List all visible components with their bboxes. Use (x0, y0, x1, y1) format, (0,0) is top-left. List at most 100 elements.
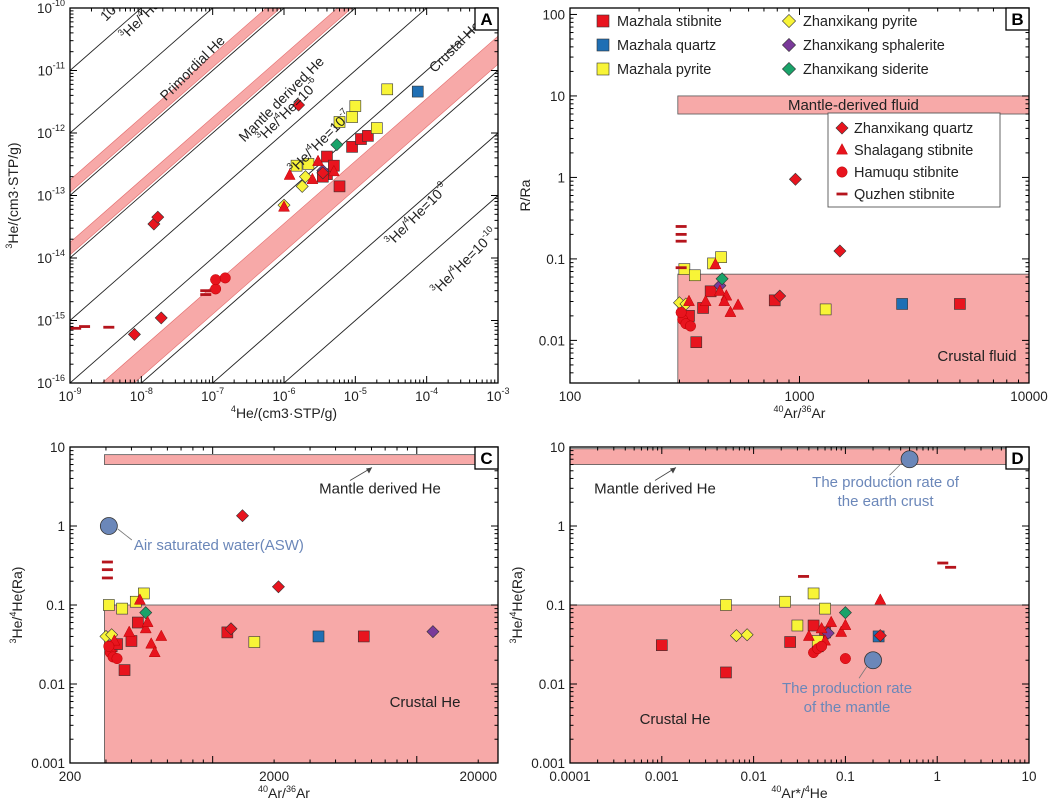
y-tick-label: 1 (557, 170, 565, 185)
y-tick-label: 10-16 (37, 373, 65, 391)
point-shalagang-stibnite (278, 200, 290, 212)
point-zhanxikang-siderite (715, 272, 729, 286)
x-tick-label: 10-3 (486, 386, 509, 404)
point-shalagang-stibnite (312, 154, 324, 166)
point-shalagang-stibnite (283, 168, 296, 180)
region-crustal-he (104, 604, 498, 763)
band-primordial-he (70, 8, 281, 193)
panel-label-text: D (1011, 449, 1023, 468)
point-quzhen-stibnite (79, 325, 91, 328)
production-rate-label: The production rate (782, 680, 912, 697)
point-shalagang-stibnite (155, 629, 168, 641)
legend-marker-zhanxikang-sphalerite (781, 37, 797, 53)
point-shalagang-stibnite (713, 284, 726, 296)
legend-label: Mazhala quartz (617, 38, 716, 54)
point-shalagang-stibnite (327, 164, 340, 177)
point-zhanxikang-pyrite (295, 179, 309, 193)
panel-label: A (474, 7, 499, 31)
legend-marker-shalagang-stibnite (836, 143, 848, 155)
region-label-mantle: Mantle-derived fluid (788, 97, 919, 114)
point-zhanxikang-pyrite (298, 170, 312, 184)
production-rate-leader (858, 665, 868, 679)
point-zhanxikang-pyrite (740, 628, 754, 642)
point-shalagang-stibnite (699, 294, 712, 306)
region-label-crustal: Crustal fluid (937, 348, 1016, 365)
x-tick-label: 10-9 (58, 386, 81, 404)
panel-label-text: A (480, 10, 492, 29)
y-tick-label: 0.001 (531, 756, 565, 771)
point-mazhala-stibnite (655, 639, 668, 651)
point-mazhala-pyrite (720, 599, 732, 611)
asw-label: Air saturated water(ASW) (134, 537, 304, 554)
legend-label: Mazhala stibnite (617, 14, 722, 30)
point-shalagang-stibnite (709, 257, 722, 270)
point-shalagang-stibnite (825, 615, 838, 627)
x-axis-title: 40Ar/36Ar (258, 784, 310, 801)
production-rate-marker (900, 450, 919, 469)
point-shalagang-stibnite (148, 645, 161, 657)
point-quzhen-stibnite (937, 561, 949, 565)
y-tick-label: 0.1 (46, 598, 65, 613)
point-shalagang-stibnite (815, 621, 828, 634)
panel-c: Mantle derived He Crustal He Air saturated… (8, 440, 499, 801)
production-rate-marker (864, 651, 882, 670)
region-label-mantle: Mantle derived He (594, 481, 716, 498)
point-zhanxikang-quartz (127, 327, 141, 341)
production-rate-label: The production rate of (812, 474, 960, 491)
ratio-annotation: Primordial He (157, 32, 228, 103)
y-tick-label: 0.01 (539, 333, 565, 348)
region-mantle-derived-he (104, 454, 498, 465)
point-hamuqu-stibnite (210, 274, 222, 286)
point-quzhen-stibnite (200, 293, 212, 296)
y-tick-label: 10 (550, 440, 565, 455)
x-tick-label: 1 (933, 769, 941, 784)
y-tick-label: 10 (50, 440, 65, 455)
point-hamuqu-stibnite (219, 272, 231, 284)
x-tick-label: 10 (1021, 769, 1036, 784)
point-hamuqu-stibnite (839, 653, 851, 665)
x-tick-label: 0.1 (836, 769, 855, 784)
ratio-annotation: 10-2 (95, 0, 124, 24)
point-mazhala-pyrite (349, 100, 362, 112)
y-tick-label: 0.1 (546, 252, 565, 267)
point-mazhala-pyrite (290, 159, 303, 172)
point-zhanxikang-quartz (151, 210, 165, 224)
band-crustal-he (101, 35, 498, 383)
point-zhanxikang-quartz (773, 289, 787, 303)
asw-leader (117, 528, 133, 541)
point-mazhala-pyrite (333, 116, 346, 128)
point-shalagang-stibnite (835, 625, 848, 637)
region-label-crustal: Crustal He (640, 711, 711, 728)
x-tick-label: 200 (59, 769, 82, 784)
point-mazhala-pyrite (248, 636, 261, 648)
legend-label: Zhanxikang sphalerite (803, 38, 945, 54)
point-mazhala-stibnite (333, 180, 346, 193)
point-mazhala-stibnite (357, 630, 370, 643)
point-mazhala-quartz (411, 85, 424, 98)
legend-marker-zhanxikang-quartz (835, 121, 849, 135)
legend-label: Zhanxikang quartz (854, 121, 973, 137)
x-tick-label: 2000 (259, 769, 289, 784)
plot-frame (69, 446, 499, 764)
point-quzhen-stibnite (798, 575, 810, 578)
x-tick-label: 20000 (459, 769, 497, 784)
ratio-line (70, 8, 428, 321)
point-zhanxikang-sphalerite (426, 625, 440, 639)
point-shalagang-stibnite (139, 621, 152, 634)
panel-label-box (474, 7, 499, 31)
point-zhanxikang-quartz (271, 580, 285, 594)
point-zhanxikang-siderite (330, 138, 344, 152)
legend-label: Mazhala pyrite (617, 62, 711, 78)
point-mazhala-pyrite (381, 83, 394, 96)
x-tick-label: 10-5 (344, 386, 367, 404)
point-hamuqu-stibnite (675, 307, 687, 318)
point-mazhala-stibnite (954, 298, 966, 310)
point-mazhala-quartz (896, 298, 908, 310)
point-mazhala-pyrite (819, 303, 832, 316)
point-mazhala-stibnite (807, 619, 820, 632)
band-mantle-derived-he (70, 8, 353, 256)
legend-marker-mazhala-quartz (596, 38, 610, 52)
point-quzhen-stibnite (101, 560, 113, 564)
point-zhanxikang-quartz (833, 244, 847, 258)
